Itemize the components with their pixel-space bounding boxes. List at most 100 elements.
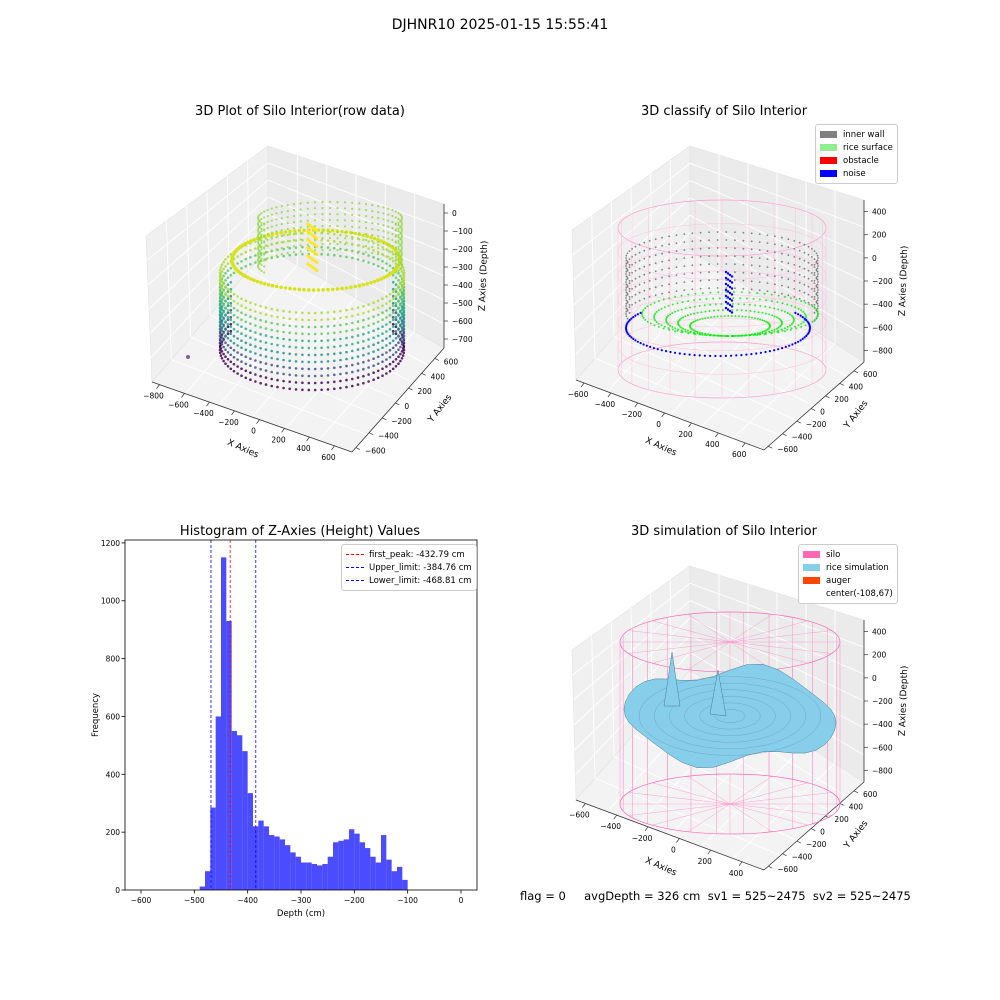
wall-point [807, 301, 810, 304]
raw-point [394, 283, 398, 286]
raw-point [339, 337, 342, 341]
raw-point [257, 245, 260, 248]
raw-point [343, 243, 347, 246]
raw-point [249, 308, 252, 311]
raw-point [400, 336, 404, 339]
raw-point [362, 346, 365, 350]
raw-point [259, 381, 262, 385]
wall-point [631, 288, 633, 290]
raw-point [345, 371, 348, 375]
legend-label: inner wall [843, 129, 885, 140]
rice-point [773, 315, 776, 318]
rice-point [816, 311, 819, 313]
wall-point [708, 247, 710, 250]
rice-point [701, 332, 704, 335]
rice-point [642, 316, 645, 319]
raw-point [385, 351, 388, 354]
raw-point [313, 267, 317, 271]
rice-point [802, 310, 805, 313]
raw-point [402, 302, 406, 306]
wall-point [643, 273, 646, 276]
raw-point [270, 243, 273, 246]
raw-point [387, 207, 390, 210]
rice-point [713, 334, 716, 337]
raw-point [367, 247, 370, 250]
raw-point [388, 355, 392, 359]
wall-point [716, 255, 719, 257]
raw-point [320, 238, 323, 242]
wall-point [626, 268, 629, 271]
noise-point [726, 296, 730, 299]
rice-point [649, 322, 652, 325]
rice-point [681, 301, 684, 304]
rice-point [727, 315, 730, 317]
raw-point [387, 249, 390, 252]
raw-point [264, 369, 268, 372]
rice-point [727, 335, 730, 337]
raw-point [401, 340, 405, 343]
rice-point [694, 319, 697, 322]
wall-point [648, 280, 651, 282]
rice-point [794, 325, 797, 328]
raw-point [232, 362, 236, 366]
raw-point [218, 302, 222, 306]
raw-point [258, 243, 261, 246]
raw-point [362, 259, 365, 263]
rice-point [644, 307, 647, 310]
wall-point [625, 278, 628, 281]
rice-point [674, 330, 677, 333]
raw-point [240, 267, 243, 270]
histogram-bar [391, 871, 397, 890]
x-tick [661, 412, 665, 418]
y-tick [853, 790, 859, 794]
raw-point [259, 367, 262, 371]
raw-point [275, 242, 278, 245]
raw-point [224, 327, 227, 330]
raw-point [288, 286, 292, 291]
noise-point [724, 294, 728, 298]
wall-point [628, 258, 631, 260]
raw-point [391, 332, 395, 336]
wall-point [625, 262, 628, 265]
rice-point [744, 334, 747, 337]
wall-point [668, 259, 670, 262]
raw-point [400, 215, 403, 218]
histogram-bar [215, 716, 221, 890]
raw-point [372, 242, 375, 245]
raw-point [367, 359, 370, 362]
raw-point [362, 245, 365, 249]
rice-point [722, 309, 724, 312]
raw-point [219, 277, 223, 280]
raw-point [249, 336, 252, 339]
wall-point [699, 271, 702, 274]
wall-point [813, 282, 816, 284]
silo-wireframe-spoke [729, 803, 773, 832]
z-tick-label: −300 [452, 263, 473, 272]
histogram-bar [402, 879, 408, 890]
raw-point [320, 325, 323, 329]
raw-point [321, 237, 324, 240]
wall-point [648, 248, 651, 250]
raw-point [226, 297, 230, 300]
noise-point [683, 353, 686, 356]
raw-3d-plot: −800−600−400−2000200400600−600−400−20002… [143, 145, 490, 462]
raw-point [275, 284, 279, 289]
raw-point [224, 306, 227, 309]
rice-point [712, 297, 715, 300]
raw-point [400, 357, 404, 360]
wall-point [668, 235, 670, 238]
wall-point [742, 287, 745, 290]
raw-point [232, 341, 236, 345]
raw-point [306, 262, 310, 266]
rice-point [757, 311, 760, 314]
rice-point [720, 315, 723, 318]
silo-wireframe-spoke [729, 630, 832, 643]
x-axis-label: Depth (cm) [277, 909, 325, 919]
wall-point [691, 256, 694, 259]
raw-point [256, 246, 260, 250]
raw-point [336, 237, 339, 240]
raw-point [397, 355, 400, 358]
raw-point [356, 327, 360, 330]
wall-point [625, 286, 628, 289]
raw-point [301, 346, 304, 350]
